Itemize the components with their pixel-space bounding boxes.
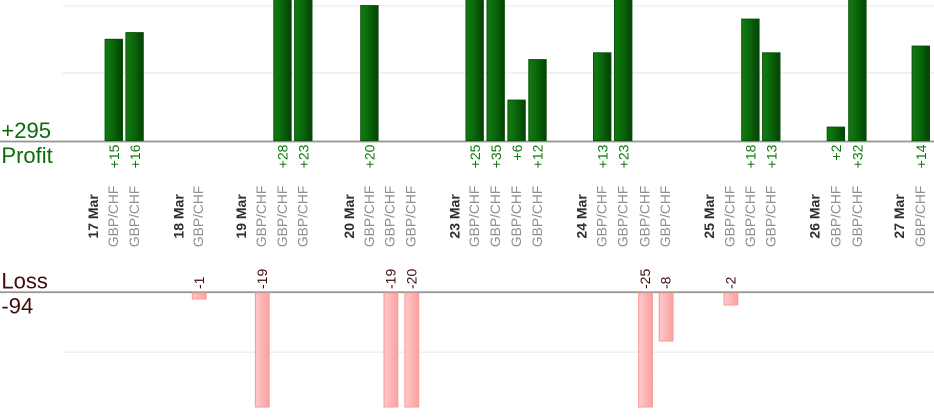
svg-text:GBP/CHF: GBP/CHF — [828, 186, 843, 247]
svg-text:GBP/CHF: GBP/CHF — [616, 186, 631, 247]
svg-text:GBP/CHF: GBP/CHF — [191, 186, 206, 247]
svg-text:-25: -25 — [637, 269, 653, 289]
svg-text:20 Mar: 20 Mar — [341, 194, 357, 239]
svg-text:GBP/CHF: GBP/CHF — [913, 186, 928, 247]
svg-text:-19: -19 — [383, 269, 399, 289]
svg-text:+13: +13 — [594, 144, 610, 168]
svg-text:GBP/CHF: GBP/CHF — [488, 186, 503, 247]
svg-text:GBP/CHF: GBP/CHF — [467, 186, 482, 247]
svg-text:26 Mar: 26 Mar — [806, 194, 822, 239]
svg-text:GBP/CHF: GBP/CHF — [509, 186, 524, 247]
svg-text:-94: -94 — [1, 294, 33, 319]
svg-text:+6: +6 — [509, 144, 525, 160]
svg-text:+15: +15 — [106, 144, 122, 168]
svg-text:GBP/CHF: GBP/CHF — [530, 186, 545, 247]
svg-text:+32: +32 — [850, 144, 866, 168]
svg-text:GBP/CHF: GBP/CHF — [637, 186, 652, 247]
svg-text:+23: +23 — [296, 144, 312, 168]
svg-text:+35: +35 — [488, 144, 504, 168]
svg-text:+18: +18 — [743, 144, 759, 168]
svg-text:GBP/CHF: GBP/CHF — [296, 186, 311, 247]
svg-text:GBP/CHF: GBP/CHF — [404, 186, 419, 247]
svg-text:+23: +23 — [615, 144, 631, 168]
svg-text:+2: +2 — [828, 144, 844, 160]
svg-text:GBP/CHF: GBP/CHF — [595, 186, 610, 247]
svg-text:+14: +14 — [913, 144, 929, 168]
svg-text:+295: +295 — [1, 118, 51, 143]
svg-text:-8: -8 — [658, 276, 674, 289]
svg-text:-2: -2 — [723, 276, 739, 289]
svg-text:GBP/CHF: GBP/CHF — [743, 186, 758, 247]
svg-text:27 Mar: 27 Mar — [891, 194, 907, 239]
svg-text:+28: +28 — [275, 144, 291, 168]
svg-text:GBP/CHF: GBP/CHF — [658, 186, 673, 247]
svg-text:GBP/CHF: GBP/CHF — [362, 186, 377, 247]
svg-text:18 Mar: 18 Mar — [171, 194, 187, 239]
svg-text:25 Mar: 25 Mar — [701, 194, 717, 239]
svg-text:+16: +16 — [127, 144, 143, 168]
svg-text:17 Mar: 17 Mar — [85, 194, 101, 239]
svg-text:GBP/CHF: GBP/CHF — [723, 186, 738, 247]
svg-text:GBP/CHF: GBP/CHF — [383, 186, 398, 247]
svg-text:GBP/CHF: GBP/CHF — [254, 186, 269, 247]
svg-text:+12: +12 — [530, 144, 546, 168]
svg-text:GBP/CHF: GBP/CHF — [127, 186, 142, 247]
svg-text:GBP/CHF: GBP/CHF — [275, 186, 290, 247]
svg-text:Profit: Profit — [1, 143, 52, 168]
svg-text:GBP/CHF: GBP/CHF — [850, 186, 865, 247]
svg-text:24 Mar: 24 Mar — [574, 194, 590, 239]
svg-text:-19: -19 — [254, 269, 270, 289]
svg-text:Loss: Loss — [1, 268, 47, 293]
svg-text:GBP/CHF: GBP/CHF — [764, 186, 779, 247]
svg-text:19 Mar: 19 Mar — [233, 194, 249, 239]
svg-text:+20: +20 — [362, 144, 378, 168]
svg-text:-1: -1 — [191, 276, 207, 289]
svg-text:-20: -20 — [403, 269, 419, 289]
svg-text:+25: +25 — [467, 144, 483, 168]
svg-text:+13: +13 — [764, 144, 780, 168]
svg-text:23 Mar: 23 Mar — [447, 194, 463, 239]
svg-text:GBP/CHF: GBP/CHF — [106, 186, 121, 247]
